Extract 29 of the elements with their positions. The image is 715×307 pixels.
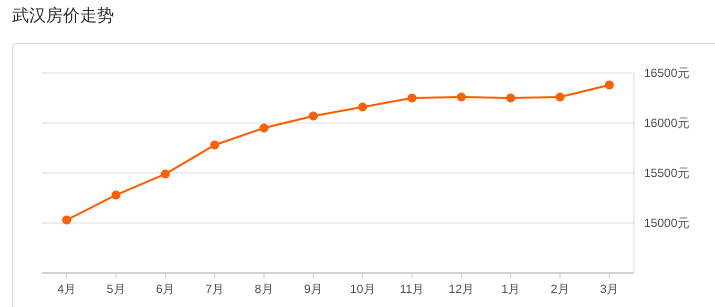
point (160, 170, 170, 178)
x-tick-label: 6月 (156, 282, 175, 296)
x-tick-label: 7月 (205, 282, 224, 296)
y-tick-label: 15500元 (644, 166, 690, 180)
x-tick-label: 1月 (501, 282, 520, 296)
point (112, 190, 120, 200)
title: 武汉房价走势 (12, 6, 114, 25)
point (358, 102, 368, 112)
point (62, 216, 72, 224)
y-tick-label: 16000元 (644, 116, 690, 130)
x-tick-label: 2月 (550, 282, 570, 296)
x-tick-label: 9月 (304, 282, 323, 296)
point (456, 92, 466, 102)
x-tick-label: 10月 (350, 282, 376, 296)
point (556, 92, 564, 102)
point (210, 140, 220, 150)
x-tick-label: 11月 (400, 282, 424, 296)
x-tick-label: 8月 (254, 282, 274, 296)
y-tick-label: 15000元 (644, 216, 690, 230)
x-tick-label: 4月 (57, 282, 76, 296)
point (408, 94, 416, 102)
point (604, 80, 614, 90)
point (506, 94, 516, 102)
point (260, 124, 268, 132)
x-tick-label: 3月 (600, 282, 619, 296)
x-tick-label: 12月 (448, 282, 474, 296)
y-tick-label: 16500元 (644, 66, 690, 80)
point (308, 112, 318, 120)
x-tick-label: 5月 (106, 282, 126, 296)
